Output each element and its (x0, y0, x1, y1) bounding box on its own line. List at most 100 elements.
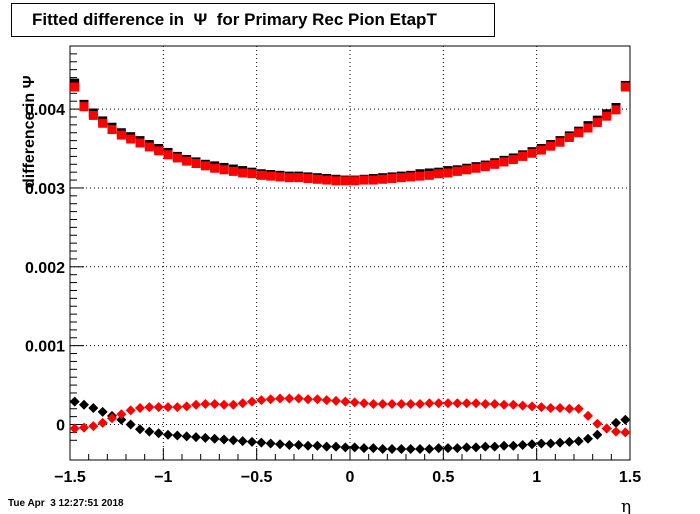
black-diamond-point (97, 406, 108, 417)
red-diamond-point (592, 418, 603, 429)
black-diamond-point (135, 424, 145, 435)
red-square-point (247, 169, 257, 179)
red-diamond-point (209, 399, 220, 410)
red-square-point (340, 176, 350, 186)
red-diamond-point (555, 402, 565, 413)
black-diamond-point (265, 438, 276, 449)
chart-title-box: Fitted difference in Ψ for Primary Rec P… (11, 3, 495, 37)
red-square-point (527, 148, 537, 158)
black-diamond-point (415, 443, 425, 454)
y-tick-label: 0.004 (25, 102, 65, 119)
black-diamond-point (480, 441, 491, 452)
red-square-point (471, 163, 481, 173)
red-square-point (107, 125, 117, 135)
red-square-point (322, 175, 332, 185)
black-diamond-point (611, 417, 621, 428)
red-square-point (415, 171, 425, 181)
y-tick-label: 0.003 (25, 181, 65, 198)
red-square-point (294, 173, 304, 183)
x-tick-label: 0.5 (432, 469, 454, 486)
x-tick-label: −0.5 (241, 469, 273, 486)
x-tick-label: 1.5 (619, 469, 641, 486)
black-diamond-point (592, 429, 603, 440)
black-diamond-point (461, 442, 472, 453)
black-diamond-point (583, 433, 593, 444)
black-diamond-point (88, 402, 99, 413)
red-square-point (210, 163, 220, 173)
red-square-point (546, 141, 556, 151)
red-diamond-point (275, 393, 285, 404)
x-tick-label: −1.5 (54, 469, 86, 486)
red-diamond-point (107, 413, 117, 424)
black-diamond-point (387, 443, 397, 454)
red-diamond-point (321, 395, 332, 406)
black-diamond-point (368, 443, 379, 454)
red-square-point (172, 153, 182, 163)
red-diamond-point (452, 398, 463, 409)
y-axis-title: difference in Ψ (21, 75, 38, 188)
red-square-point (284, 173, 294, 183)
red-square-point (602, 111, 612, 121)
red-square-point (396, 173, 406, 183)
black-diamond-point (69, 396, 80, 407)
black-diamond-point (564, 436, 575, 447)
red-square-point (480, 162, 490, 172)
red-square-point (518, 151, 528, 161)
black-diamond-point (349, 442, 360, 453)
black-diamond-point (545, 438, 556, 449)
red-square-point (266, 171, 276, 181)
red-diamond-point (340, 396, 351, 407)
tick-labels: −1.5 −1 −0.5 0 0.5 1 1.5 0 0.001 0.002 0.003 0.004 (25, 102, 641, 486)
red-square-point (620, 82, 630, 92)
black-diamond-point (172, 430, 183, 441)
red-diamond-point (611, 426, 621, 437)
red-diamond-point (471, 398, 481, 409)
red-diamond-point (499, 399, 509, 410)
black-diamond-point (144, 426, 155, 437)
red-diamond-point (536, 402, 547, 413)
red-diamond-point (489, 399, 500, 410)
black-diamond-point (377, 443, 388, 454)
red-diamond-point (405, 399, 416, 410)
x-tick-label: 0 (346, 469, 355, 486)
black-diamond-point (517, 440, 528, 451)
red-diamond-point (247, 396, 257, 407)
red-diamond-point (443, 398, 453, 409)
y-tick-label: 0.002 (25, 260, 65, 277)
red-square-point (490, 159, 500, 169)
black-diamond-point (555, 437, 565, 448)
black-diamond-point (452, 443, 463, 454)
red-square-point (359, 175, 369, 185)
red-diamond-point (228, 399, 239, 410)
red-diamond-point (144, 402, 155, 413)
red-square-point (387, 173, 397, 183)
black-diamond-point (228, 435, 239, 446)
x-tick-label: 1 (532, 469, 541, 486)
black-diamond-point (331, 441, 341, 452)
black-diamond-point (573, 436, 584, 447)
red-diamond-point (349, 397, 360, 408)
red-diamond-point (265, 394, 276, 405)
black-diamond-point (284, 440, 295, 451)
red-diamond-point (69, 423, 80, 434)
red-square-point (98, 118, 108, 128)
red-square-point (452, 166, 462, 176)
red-square-point (219, 165, 229, 175)
red-diamond-point (433, 398, 444, 409)
red-diamond-point (517, 400, 528, 411)
red-square-point (462, 165, 472, 175)
black-diamond-point (191, 432, 201, 443)
x-tick-label: −1 (154, 469, 172, 486)
red-diamond-point (396, 399, 407, 410)
y-tick-label: 0 (56, 418, 65, 435)
red-diamond-point (237, 398, 248, 409)
red-square-point (303, 173, 313, 183)
red-square-point (536, 145, 546, 155)
black-diamond-point (321, 441, 332, 452)
red-square-point (443, 168, 453, 178)
red-diamond-point (284, 393, 295, 404)
black-diamond-point (536, 438, 547, 449)
black-diamond-point (433, 443, 444, 454)
red-diamond-point (191, 399, 201, 410)
black-diamond-point (256, 437, 267, 448)
